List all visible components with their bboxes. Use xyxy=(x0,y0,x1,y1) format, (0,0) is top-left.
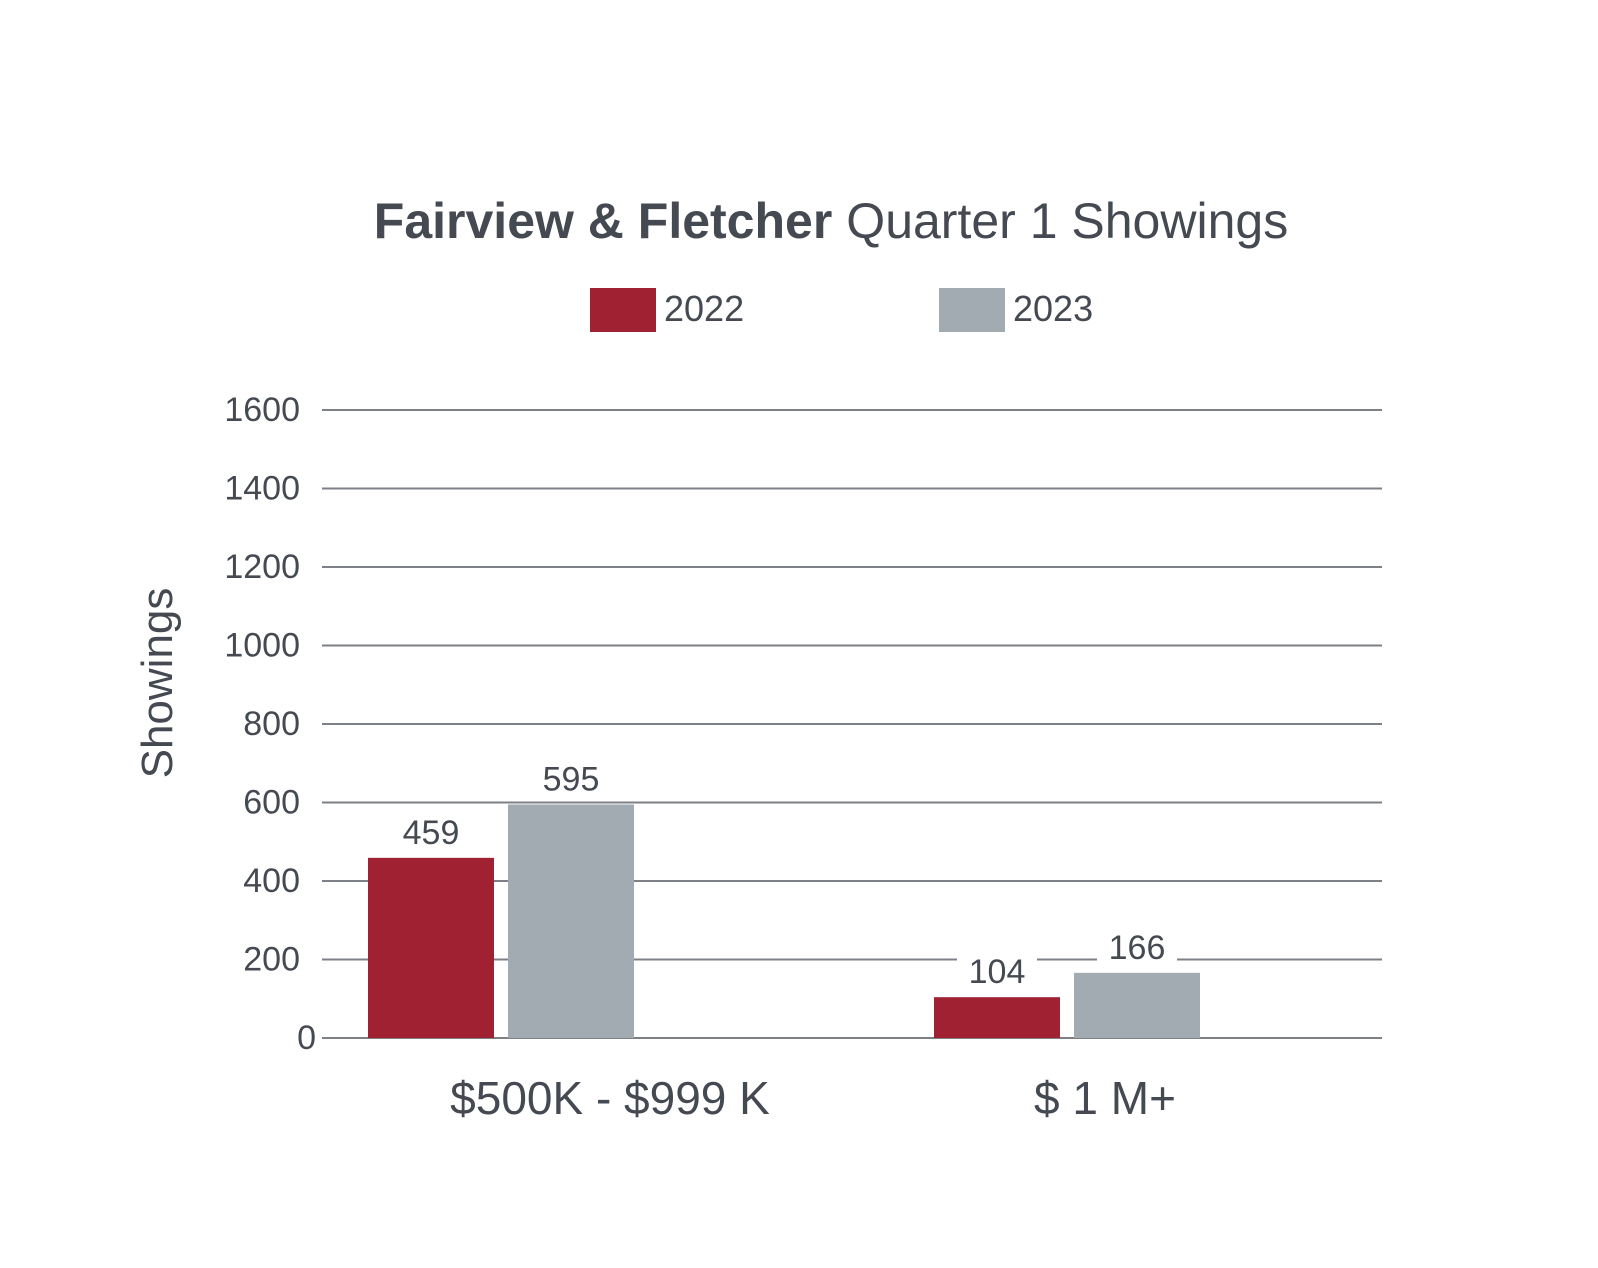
data-label-bg-2022-0 xyxy=(391,811,471,850)
legend-swatch-2022 xyxy=(590,288,656,332)
data-label-2023-0: 595 xyxy=(543,760,600,798)
y-tick-label-800: 800 xyxy=(243,705,300,743)
gridlines xyxy=(322,409,1382,1039)
y-tick-label-1200: 1200 xyxy=(224,548,300,586)
bar-2023-0 xyxy=(508,804,634,1038)
data-labels: 459 595 104 166 xyxy=(391,758,1177,991)
category-labels: $500K - $999 K $ 1 M+ xyxy=(450,1072,1176,1124)
data-label-bg-2022-1 xyxy=(957,951,1037,990)
data-label-2022-0: 459 xyxy=(403,814,460,852)
bar-2022-0 xyxy=(368,857,494,1038)
chart-title-bold: Fairview & Fletcher xyxy=(374,193,833,249)
data-label-2022-1: 104 xyxy=(969,953,1026,991)
y-tick-label-0: 0 xyxy=(297,1019,316,1057)
chart-title: Fairview & Fletcher Quarter 1 Showings xyxy=(374,193,1288,249)
category-label-1: $ 1 M+ xyxy=(1034,1072,1176,1124)
legend-label-2022: 2022 xyxy=(664,288,744,329)
y-tick-label-600: 600 xyxy=(243,784,300,822)
category-label-0: $500K - $999 K xyxy=(450,1072,770,1124)
y-tick-label-1000: 1000 xyxy=(224,627,300,665)
chart-title-rest: Quarter 1 Showings xyxy=(846,193,1288,249)
y-tick-label-200: 200 xyxy=(243,941,300,979)
legend-label-2023: 2023 xyxy=(1013,288,1093,329)
bars xyxy=(368,804,1200,1038)
y-axis-label: Showings xyxy=(133,588,182,779)
y-tick-label-1400: 1400 xyxy=(224,470,300,508)
legend-swatch-2023 xyxy=(939,288,1005,332)
bar-2022-1 xyxy=(934,997,1060,1038)
data-label-bg-2023-0 xyxy=(531,758,611,797)
bar-2023-1 xyxy=(1074,972,1200,1038)
y-tick-label-1600: 1600 xyxy=(224,391,300,429)
data-label-2023-1: 166 xyxy=(1109,929,1166,967)
legend: 2022 2023 xyxy=(590,288,1093,332)
y-axis-ticks: 0 200 400 600 800 1000 1200 1400 1600 xyxy=(224,391,316,1057)
data-label-bg-2023-1 xyxy=(1097,926,1177,965)
y-tick-label-400: 400 xyxy=(243,862,300,900)
